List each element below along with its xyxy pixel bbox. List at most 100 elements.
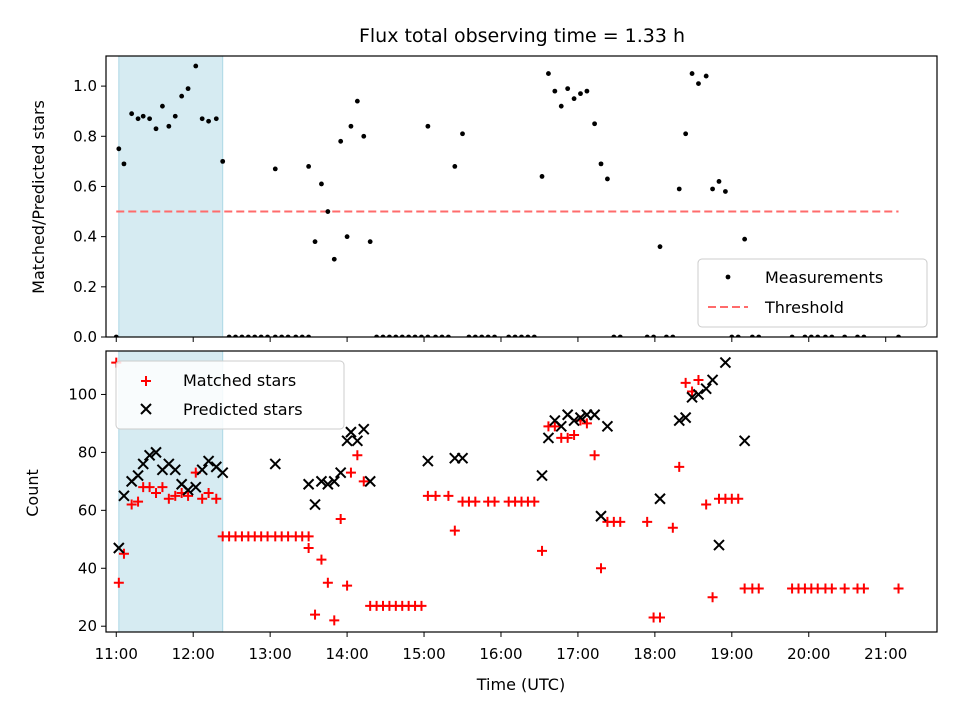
predicted-star-point	[588, 409, 601, 421]
x-tick-label: 16:00	[479, 645, 522, 663]
predicted-star-point	[595, 510, 607, 522]
measurement-point	[552, 88, 558, 94]
top-y-tick-label: 0.2	[73, 278, 97, 296]
predicted-star-point	[202, 455, 215, 467]
matched-star-point	[113, 577, 124, 588]
predicted-star-point	[555, 420, 567, 433]
matched-star-point	[197, 493, 208, 504]
bottom-y-tick-label: 60	[78, 501, 97, 519]
measurement-point	[206, 118, 211, 124]
top-panel: 0.0 0.2 0.4 0.6 0.8 1.0 Measurements Threshold	[73, 55, 938, 346]
matched-star-point	[753, 583, 764, 594]
predicted-star-point	[309, 498, 321, 511]
measurement-point	[605, 176, 610, 182]
measurement-point	[710, 186, 715, 192]
measurement-point	[460, 131, 465, 137]
measurement-point	[121, 161, 127, 167]
matched-star-point	[701, 499, 712, 510]
measurement-point	[179, 93, 185, 99]
predicted-star-point	[322, 478, 334, 490]
matched-star-point	[335, 514, 346, 525]
matched-star-point	[329, 615, 340, 626]
legend-predicted-marker	[140, 403, 152, 415]
measurement-point	[361, 133, 367, 139]
top-axes-frame	[105, 55, 938, 338]
bottom-legend: Matched stars Predicted stars	[115, 360, 345, 430]
matched-star-point	[858, 583, 869, 594]
measurement-point	[683, 131, 689, 137]
measurement-point	[676, 186, 682, 192]
measurement-point	[558, 103, 564, 109]
predicted-star-point	[686, 391, 698, 404]
predicted-star-point	[169, 464, 181, 476]
measurement-point	[354, 98, 360, 104]
x-tick-label: 15:00	[402, 645, 445, 663]
matched-star-point	[303, 542, 314, 553]
matched-star-point	[839, 583, 850, 594]
predicted-star-point	[328, 475, 340, 488]
predicted-star-point	[341, 435, 353, 447]
matched-star-point	[416, 600, 427, 611]
predicted-star-point	[422, 455, 434, 467]
x-tick-label: 17:00	[556, 645, 599, 663]
matched-star-point	[733, 493, 744, 504]
matched-star-point	[449, 525, 460, 536]
matched-star-point	[203, 487, 214, 498]
bottom-legend-box	[115, 360, 345, 430]
matched-star-point	[352, 450, 363, 461]
measurement-point	[425, 123, 431, 129]
legend-matched-marker	[141, 376, 151, 386]
predicted-star-point	[706, 374, 719, 386]
measurement-point	[312, 239, 318, 245]
predicted-star-point	[269, 458, 281, 470]
top-y-tick-label: 0.8	[73, 127, 97, 145]
bottom-y-tick-label: 80	[78, 443, 97, 461]
matched-star-point	[443, 490, 454, 501]
predicted-star-point	[118, 490, 130, 502]
x-tick-label: 13:00	[249, 645, 292, 663]
matched-star-point	[489, 496, 500, 507]
predicted-star-point	[601, 420, 614, 433]
matched-star-point	[826, 583, 837, 594]
matched-star-point	[345, 467, 356, 478]
measurement-point	[565, 86, 571, 92]
matched-star-point	[133, 496, 144, 507]
measurement-point	[716, 179, 722, 184]
measurement-point	[723, 189, 728, 194]
measurement-point	[199, 116, 205, 122]
matched-star-point	[144, 482, 155, 493]
matched-star-point	[562, 432, 573, 443]
predicted-star-point	[358, 423, 370, 435]
predicted-star-point	[143, 449, 156, 461]
x-tick-label: 18:00	[633, 645, 676, 663]
predicted-star-point	[150, 446, 162, 459]
predicted-star-point	[574, 411, 587, 424]
measurement-point	[344, 234, 350, 240]
matched-star-point	[589, 450, 600, 461]
matched-star-point	[537, 545, 548, 556]
predicted-star-point	[719, 356, 732, 369]
predicted-star-point	[713, 539, 725, 551]
matched-star-point	[170, 490, 181, 501]
x-tick-label: 12:00	[172, 645, 215, 663]
measurement-point	[703, 73, 709, 79]
predicted-star-point	[196, 464, 208, 476]
measurement-point	[578, 91, 583, 97]
chart-title: Flux total observing time = 1.33 h	[359, 25, 685, 47]
matched-star-point	[163, 493, 174, 504]
matched-star-point	[358, 476, 369, 487]
predicted-star-point	[536, 469, 548, 482]
x-tick-label: 20:00	[787, 645, 830, 663]
predicted-star-point	[351, 435, 364, 447]
measurement-point	[689, 71, 695, 76]
measurement-point	[657, 244, 663, 250]
bottom-y-axis-label: Count	[23, 469, 42, 517]
measurement-point	[696, 81, 701, 86]
matched-star-point	[316, 554, 327, 565]
legend-predicted-label: Predicted stars	[183, 400, 303, 419]
measurement-point	[598, 161, 604, 167]
matched-star-point	[596, 563, 607, 574]
predicted-star-point	[137, 458, 149, 470]
matched-star-point	[126, 499, 137, 510]
predicted-star-point	[315, 475, 328, 488]
